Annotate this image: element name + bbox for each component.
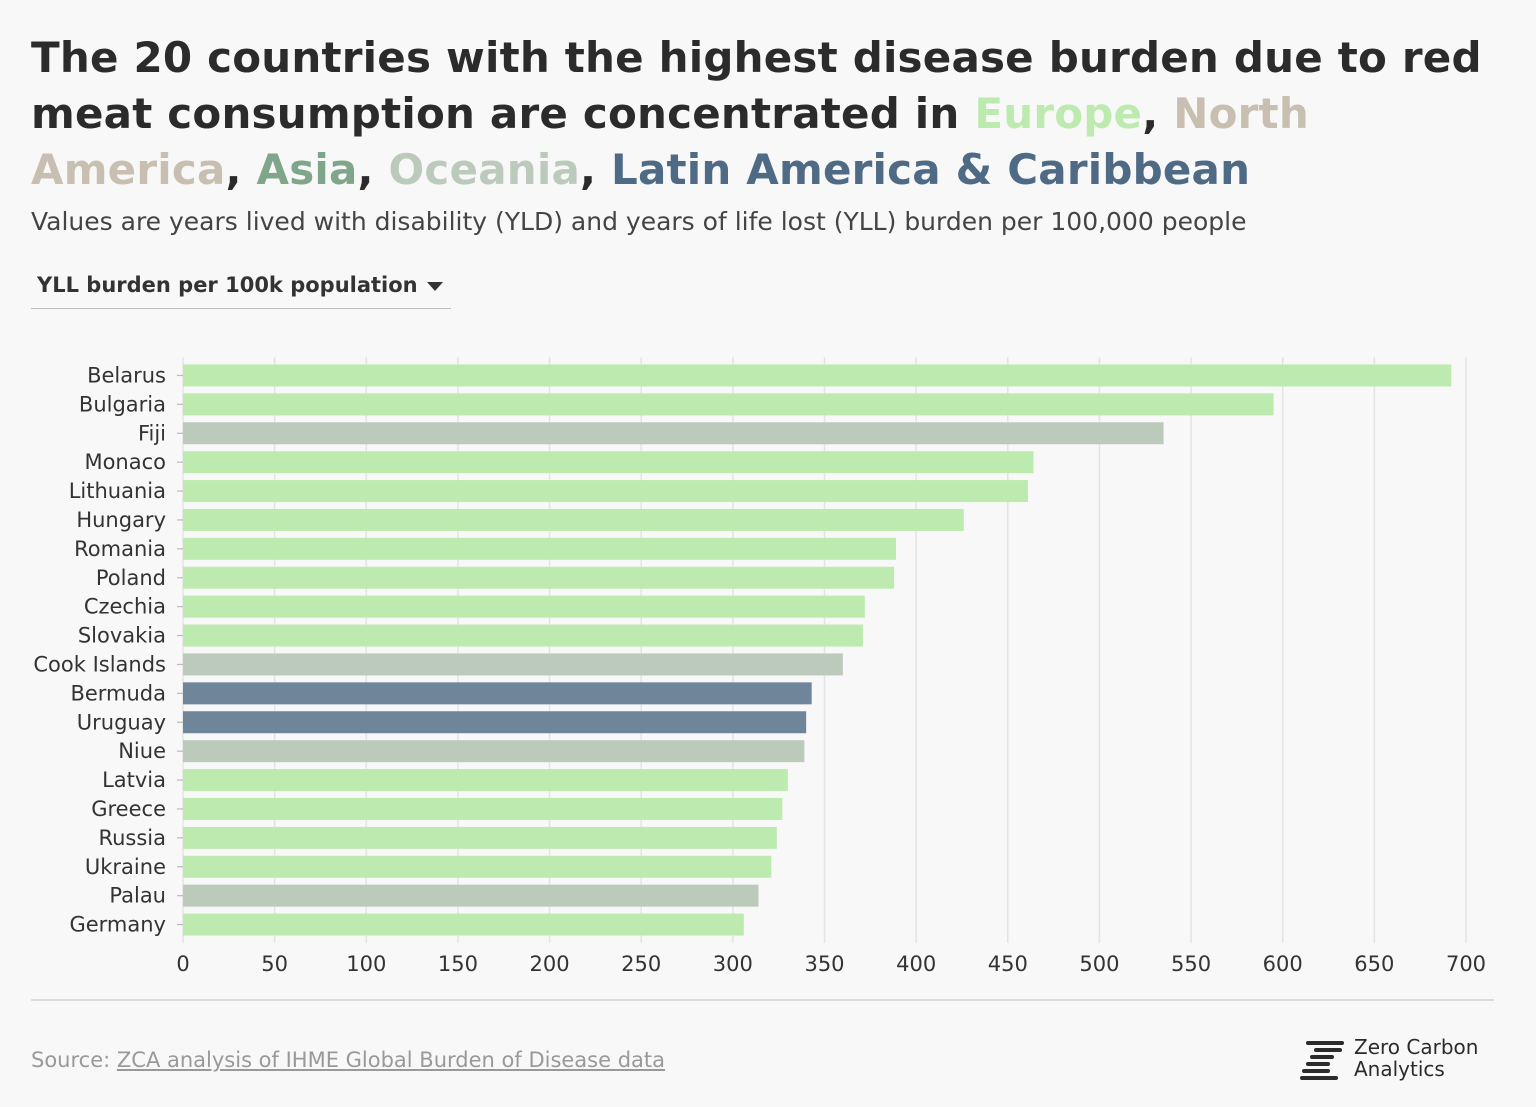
x-tick-label: 650: [1354, 952, 1394, 976]
category-label: Latvia: [102, 768, 166, 792]
caret-down-icon: [427, 282, 443, 291]
category-label: Niue: [118, 739, 166, 763]
bar-greece[interactable]: [183, 797, 783, 820]
x-tick-label: 400: [896, 952, 936, 976]
footer-divider: [31, 999, 1494, 1001]
category-label: Cook Islands: [33, 652, 166, 676]
x-tick-label: 0: [176, 952, 189, 976]
bar-bulgaria[interactable]: [183, 393, 1274, 416]
bar-latvia[interactable]: [183, 769, 788, 792]
source-link[interactable]: ZCA analysis of IHME Global Burden of Di…: [116, 1048, 666, 1072]
x-tick-label: 200: [530, 952, 570, 976]
title-sep: ,: [580, 145, 611, 194]
zca-logo: Zero Carbon Analytics: [1300, 1036, 1500, 1086]
logo-line-2: Analytics: [1354, 1057, 1445, 1081]
category-label: Fiji: [138, 421, 166, 445]
category-label: Uruguay: [77, 710, 166, 734]
title-sep: ,: [1142, 89, 1174, 138]
chart-title: The 20 countries with the highest diseas…: [31, 30, 1511, 198]
bar-poland[interactable]: [183, 566, 895, 589]
category-label: Poland: [96, 566, 166, 590]
region-latin-america: Latin America & Caribbean: [610, 145, 1251, 194]
region-europe: Europe: [974, 89, 1143, 138]
region-north-america: North America: [31, 89, 1309, 194]
bar-cook-islands[interactable]: [183, 653, 843, 676]
metric-select-value: YLL burden per 100k population: [37, 273, 418, 297]
x-tick-label: 150: [438, 952, 478, 976]
bar-monaco[interactable]: [183, 451, 1034, 474]
x-tick-label: 50: [261, 952, 288, 976]
x-tick-label: 350: [804, 952, 844, 976]
x-tick-label: 300: [713, 952, 753, 976]
title-prefix: The 20 countries with the highest diseas…: [31, 33, 1482, 138]
category-label: Czechia: [84, 595, 166, 619]
bar-ukraine[interactable]: [183, 855, 772, 878]
region-asia: Asia: [256, 145, 358, 194]
category-label: Germany: [69, 913, 166, 937]
bar-bermuda[interactable]: [183, 682, 812, 705]
bar-niue[interactable]: [183, 740, 805, 763]
x-tick-label: 600: [1263, 952, 1303, 976]
source-prefix: Source:: [31, 1048, 117, 1072]
logo-line-1: Zero Carbon: [1354, 1035, 1479, 1059]
category-label: Slovakia: [78, 624, 166, 648]
x-tick-label: 700: [1446, 952, 1486, 976]
bar-palau[interactable]: [183, 884, 759, 907]
category-label: Lithuania: [69, 479, 166, 503]
bar-czechia[interactable]: [183, 595, 865, 618]
category-label: Belarus: [87, 363, 166, 387]
bar-chart: Belarus Bulgaria Fiji Monaco Lithuania Hungar…: [33, 357, 1486, 976]
metric-select[interactable]: YLL burden per 100k population: [31, 270, 451, 309]
bar-fiji[interactable]: [183, 422, 1164, 445]
category-label: Greece: [91, 797, 166, 821]
chart-subtitle: Values are years lived with disability (…: [31, 207, 1247, 236]
category-label: Palau: [109, 884, 166, 908]
title-sep: ,: [357, 145, 389, 194]
bar-hungary[interactable]: [183, 508, 964, 531]
title-sep: ,: [225, 145, 257, 194]
category-label: Hungary: [76, 508, 166, 532]
bar-germany[interactable]: [183, 913, 744, 936]
x-tick-label: 250: [621, 952, 661, 976]
x-tick-label: 100: [346, 952, 386, 976]
x-tick-label: 450: [988, 952, 1028, 976]
x-tick-label: 500: [1079, 952, 1119, 976]
bar-lithuania[interactable]: [183, 480, 1028, 503]
bar-russia[interactable]: [183, 826, 777, 849]
category-label: Ukraine: [85, 855, 166, 879]
category-label: Monaco: [84, 450, 166, 474]
bar-belarus[interactable]: [183, 364, 1452, 387]
region-oceania: Oceania: [388, 145, 580, 194]
x-tick-label: 550: [1171, 952, 1211, 976]
source-note: Source: ZCA analysis of IHME Global Burd…: [31, 1048, 665, 1072]
zca-logo-mark-icon: [1300, 1041, 1344, 1080]
bar-romania[interactable]: [183, 537, 896, 560]
category-label: Bermuda: [70, 681, 166, 705]
bar-slovakia[interactable]: [183, 624, 863, 647]
category-label: Romania: [74, 537, 166, 561]
category-label: Russia: [98, 826, 166, 850]
bar-uruguay[interactable]: [183, 711, 807, 734]
category-label: Bulgaria: [79, 392, 166, 416]
zca-logo-text: Zero Carbon Analytics: [1354, 1036, 1478, 1080]
